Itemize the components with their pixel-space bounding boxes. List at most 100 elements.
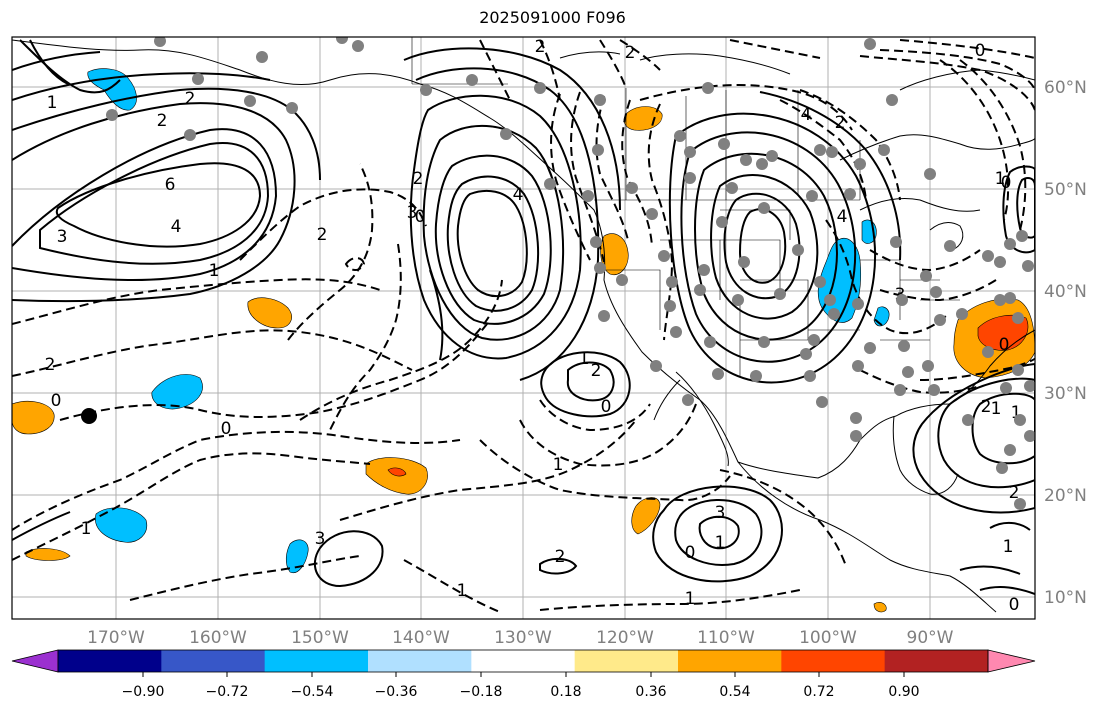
latitude-labels: 60°N 50°N 40°N 30°N 20°N 10°N: [1044, 78, 1087, 608]
dashed-contour-label: 0: [999, 335, 1010, 355]
station-dot: [592, 144, 604, 156]
colorbar-tick-label: −0.72: [206, 684, 249, 700]
solid-contour-label: 2: [185, 89, 196, 109]
solid-contour-label: 2: [1009, 483, 1020, 503]
map-frame: [11, 36, 1036, 620]
station-dot: [616, 274, 628, 286]
station-dot: [646, 208, 658, 220]
station-dot: [666, 276, 678, 288]
station-dot: [682, 394, 694, 406]
station-dot: [766, 150, 778, 162]
station-dot: [920, 270, 932, 282]
lon-tick-label: 100°W: [799, 628, 857, 648]
station-dot: [1004, 292, 1016, 304]
station-dot: [792, 244, 804, 256]
station-dot: [352, 40, 364, 52]
station-dot: [994, 256, 1006, 268]
station-dot: [758, 202, 770, 214]
dashed-contour-label: 2: [535, 37, 546, 57]
station-dot: [664, 300, 676, 312]
station-dot: [670, 326, 682, 338]
positive-anomaly: [25, 548, 71, 561]
lon-tick-label: 120°W: [596, 628, 654, 648]
station-dot: [944, 240, 956, 252]
solid-contour-label: 2: [981, 397, 992, 417]
positive-anomaly: [631, 497, 661, 535]
station-dot: [894, 384, 906, 396]
station-dot: [698, 264, 710, 276]
station-dot: [898, 340, 910, 352]
dashed-contour-label: 0: [51, 391, 62, 411]
solid-contour-label: 1: [715, 533, 726, 553]
dashed-contour-label: 2: [625, 43, 636, 63]
solid-contours: [12, 39, 1035, 595]
station-markers: [106, 37, 1035, 510]
station-dot: [852, 298, 864, 310]
dashed-contour-label: 0: [975, 41, 986, 61]
positive-anomaly: [873, 602, 887, 613]
station-dot: [814, 144, 826, 156]
dashed-contour-label: 4: [801, 105, 812, 125]
station-dot: [930, 286, 942, 298]
station-dot: [962, 414, 974, 426]
station-dot: [544, 178, 556, 190]
positive-anomaly: [247, 297, 292, 329]
station-dot: [420, 84, 432, 96]
station-dot: [694, 284, 706, 296]
highlight-point: [81, 408, 97, 424]
station-dot: [824, 294, 836, 306]
lon-tick-label: 170°W: [87, 628, 145, 648]
dashed-contours: [12, 39, 1035, 613]
station-dot: [738, 256, 750, 268]
colorbar-segment: [471, 650, 576, 672]
dashed-contour-label: 0: [685, 543, 696, 563]
station-dot: [982, 250, 994, 262]
station-dot: [956, 308, 968, 320]
station-dot: [658, 250, 670, 262]
station-dot: [774, 288, 786, 300]
station-dot: [192, 73, 204, 85]
station-dot: [808, 334, 820, 346]
solid-contour-label: 3: [715, 503, 726, 523]
station-dot: [886, 94, 898, 106]
station-dot: [758, 336, 770, 348]
lat-tick-label: 30°N: [1044, 384, 1087, 404]
colorbar-segment: [58, 650, 162, 672]
station-dot: [590, 236, 602, 248]
negative-anomaly: [95, 507, 148, 543]
station-dot: [1000, 382, 1012, 394]
colorbar-segment: [574, 650, 679, 672]
colorbar-tick-label: 0.36: [635, 684, 666, 700]
station-dot: [804, 370, 816, 382]
dashed-contour-label: 2: [835, 113, 846, 133]
station-dot: [852, 360, 864, 372]
solid-contour-label: 2: [591, 361, 602, 381]
dashed-contour-label: 1: [1011, 403, 1022, 423]
longitude-labels: 170°W 160°W 150°W 140°W 130°W 120°W 110°W 100°W…: [87, 628, 954, 648]
lat-tick-label: 50°N: [1044, 180, 1087, 200]
station-dot: [1012, 312, 1024, 324]
lat-tick-label: 60°N: [1044, 78, 1087, 98]
solid-contour-label: 6: [165, 175, 176, 195]
station-dot: [878, 144, 890, 156]
station-dot: [1012, 364, 1024, 376]
station-dot: [1024, 380, 1035, 392]
solid-contour-label: 1: [991, 399, 1002, 419]
station-dot: [1024, 430, 1035, 442]
station-dot: [712, 368, 724, 380]
solid-contour-label: 3: [57, 227, 68, 247]
station-dot: [594, 94, 606, 106]
station-dot: [922, 360, 934, 372]
station-dot: [1004, 238, 1016, 250]
station-dot: [864, 342, 876, 354]
colorbar-tick-labels: −0.90 −0.72 −0.54 −0.36 −0.18 0.18 0.36 0.54 0.7…: [122, 672, 920, 700]
station-dot: [890, 236, 902, 248]
station-dot: [626, 182, 638, 194]
station-dot: [1014, 414, 1026, 426]
dashed-contour-label: 2: [45, 355, 56, 375]
colorbar-extend-low: [11, 649, 59, 673]
station-dot: [864, 38, 876, 50]
station-dot: [702, 82, 714, 94]
station-dot: [740, 154, 752, 166]
